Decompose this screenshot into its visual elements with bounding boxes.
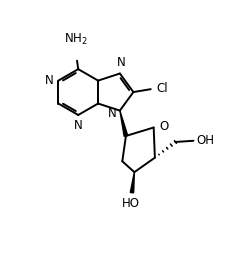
Text: Cl: Cl [156, 82, 167, 95]
Text: N: N [74, 119, 82, 132]
Polygon shape [119, 111, 127, 136]
Text: N: N [45, 74, 54, 87]
Text: N: N [116, 56, 125, 69]
Text: O: O [158, 120, 168, 133]
Text: OH: OH [196, 134, 213, 147]
Text: NH$_2$: NH$_2$ [64, 32, 87, 47]
Text: HO: HO [121, 198, 139, 211]
Text: N: N [107, 107, 116, 120]
Polygon shape [130, 172, 134, 193]
